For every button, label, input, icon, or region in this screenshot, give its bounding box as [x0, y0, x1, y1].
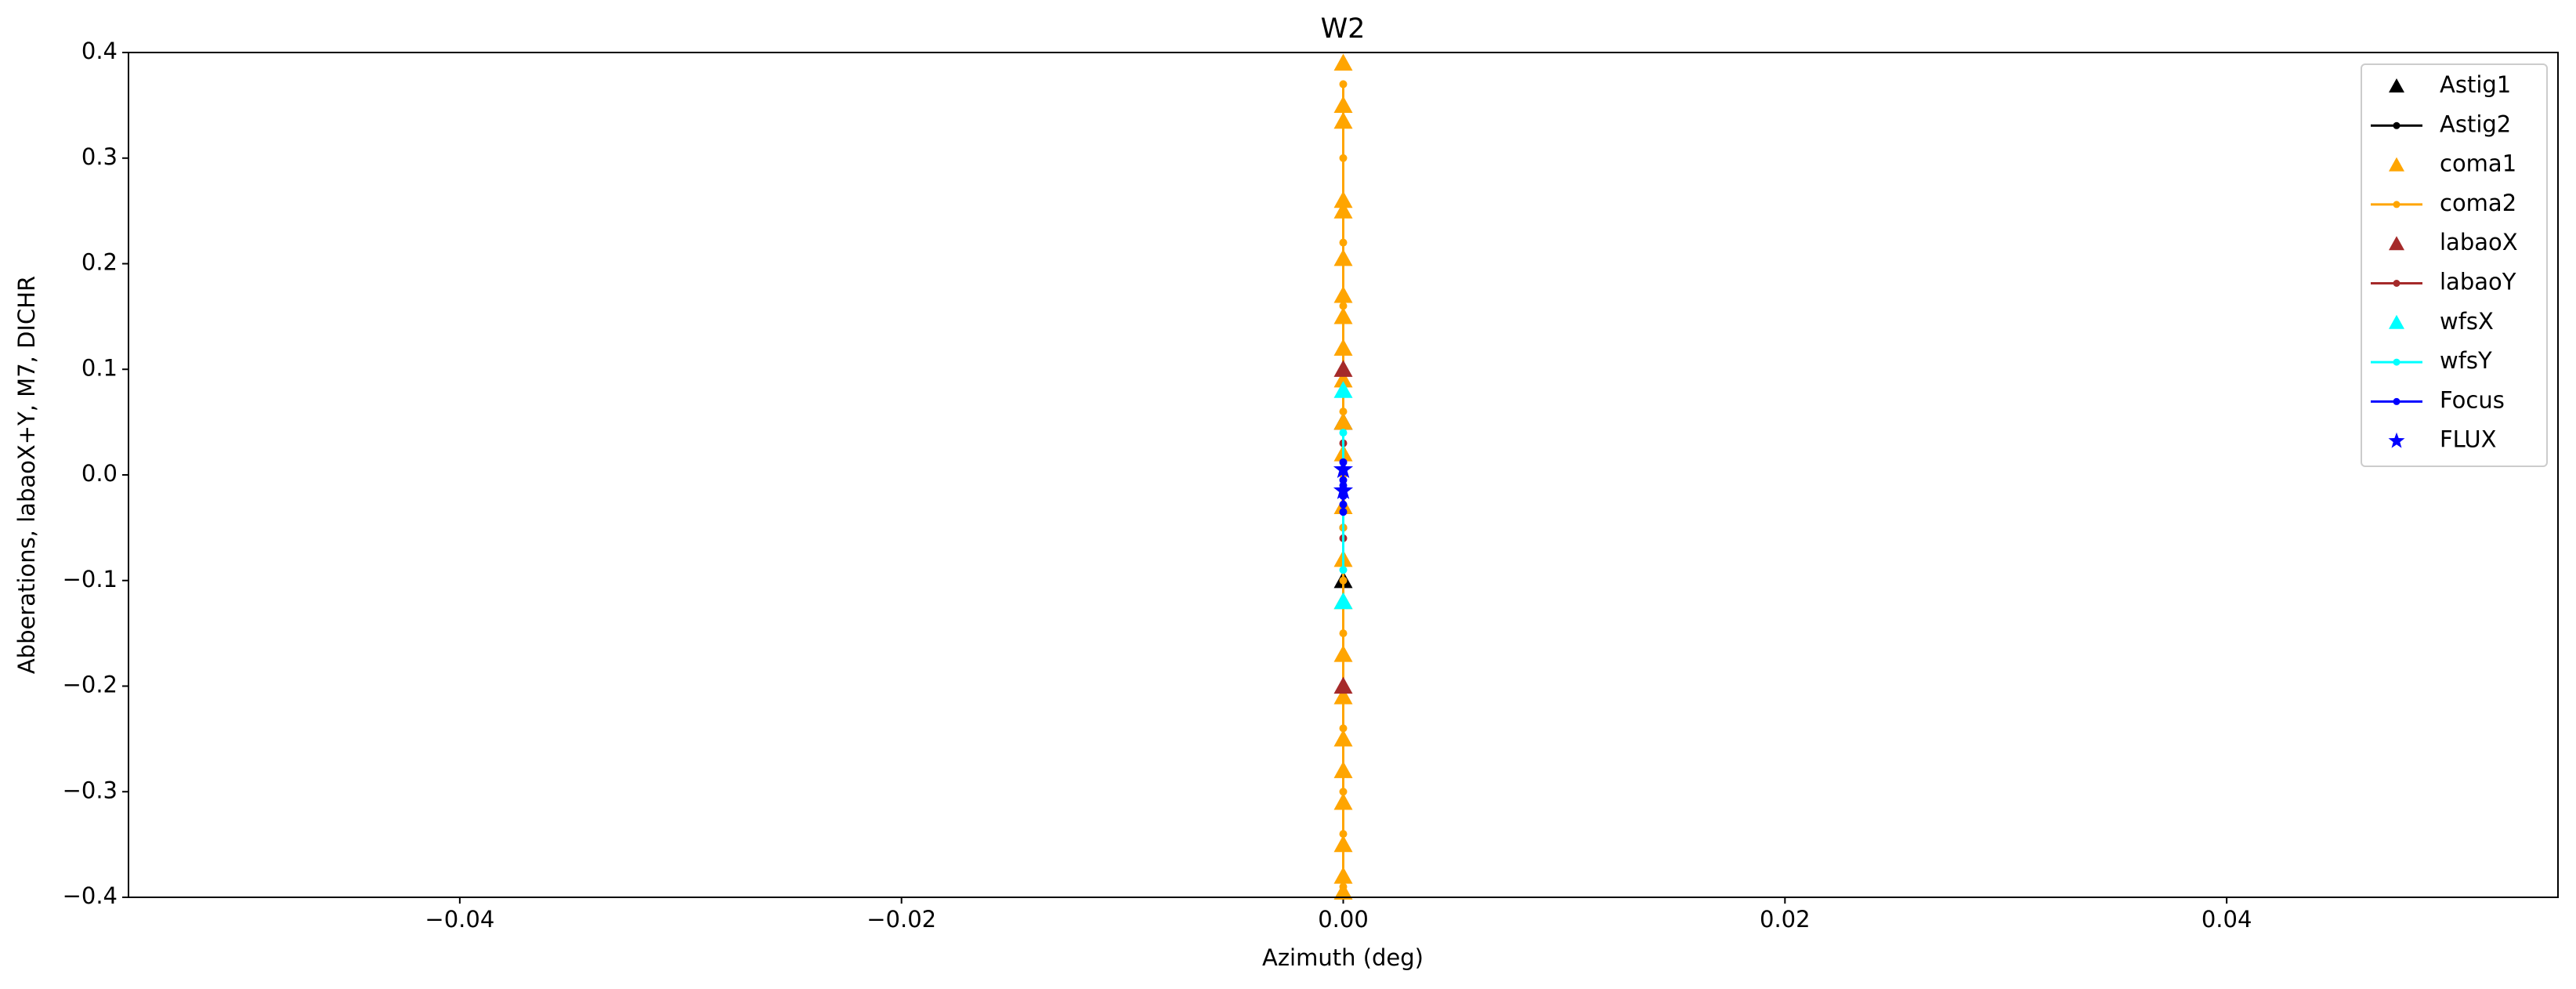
plot-frame [128, 52, 2559, 898]
x-axis-label: Azimuth (deg) [1262, 944, 1424, 971]
legend-marker [2389, 236, 2404, 251]
legend-label: coma1 [2440, 150, 2516, 177]
triangle-marker [1333, 676, 1353, 694]
legend-box [2361, 63, 2548, 467]
dot-marker [1339, 429, 1348, 437]
y-tick-label: 0.3 [81, 143, 118, 170]
star-marker [1333, 459, 1354, 478]
legend-label: Astig2 [2440, 110, 2511, 137]
legend-marker [2389, 157, 2404, 172]
legend-marker [2393, 397, 2401, 405]
y-axis-label: Abberations, labaoX+Y, M7, DICHR [13, 276, 40, 674]
legend-label: wfsY [2440, 347, 2492, 374]
legend-marker [2388, 432, 2405, 448]
dot-marker [1339, 882, 1348, 891]
chart-title: W2 [1321, 13, 1366, 45]
dot-marker [1339, 154, 1348, 162]
x-tick-label: −0.04 [425, 906, 494, 933]
dot-marker [1339, 724, 1348, 733]
triangle-marker [1333, 592, 1353, 610]
y-tick-label: −0.4 [63, 882, 118, 909]
triangle-marker [1333, 882, 1353, 900]
dot-marker [1339, 408, 1348, 416]
star-marker [1333, 480, 1354, 499]
dot-marker [1339, 238, 1348, 247]
y-tick-label: 0.2 [81, 249, 118, 276]
legend: Astig1 Astig2 coma1 coma2 labaoX labaoY wfsX wf… [2361, 63, 2548, 467]
dot-marker [1339, 629, 1348, 638]
y-tick-label: 0.0 [81, 460, 118, 487]
triangle-marker [1333, 53, 1353, 71]
legend-label: coma2 [2440, 190, 2516, 216]
x-tick-label: 0.00 [1318, 906, 1369, 933]
triangle-marker [1333, 360, 1353, 377]
x-tick-label: −0.02 [867, 906, 936, 933]
legend-marker [2393, 121, 2401, 129]
legend-marker [2393, 201, 2401, 208]
legend-marker [2389, 314, 2404, 329]
y-tick-label: −0.1 [63, 566, 118, 592]
dot-marker [1339, 302, 1348, 310]
legend-marker [2393, 358, 2401, 366]
dot-marker [1339, 80, 1348, 89]
dot-marker [1339, 576, 1348, 585]
x-tick-label: 0.02 [1760, 906, 1811, 933]
x-tick-label: 0.04 [2202, 906, 2252, 933]
dot-marker [1339, 788, 1348, 796]
legend-marker [2389, 78, 2404, 92]
dot-marker [1339, 566, 1348, 574]
legend-label: Astig1 [2440, 71, 2511, 98]
legend-label: labaoY [2440, 269, 2516, 295]
dot-marker [1339, 500, 1348, 509]
legend-label: labaoX [2440, 229, 2518, 255]
y-tick-label: −0.3 [63, 777, 118, 803]
legend-marker [2393, 280, 2401, 287]
triangle-marker [1333, 381, 1353, 398]
legend-label: wfsX [2440, 308, 2494, 335]
dot-marker [1339, 830, 1348, 839]
y-tick-label: 0.4 [81, 38, 118, 64]
legend-label: Focus [2440, 386, 2505, 413]
y-tick-label: 0.1 [81, 354, 118, 381]
legend-label: FLUX [2440, 426, 2497, 453]
y-tick-label: −0.2 [63, 672, 118, 698]
dot-marker [1339, 508, 1348, 516]
